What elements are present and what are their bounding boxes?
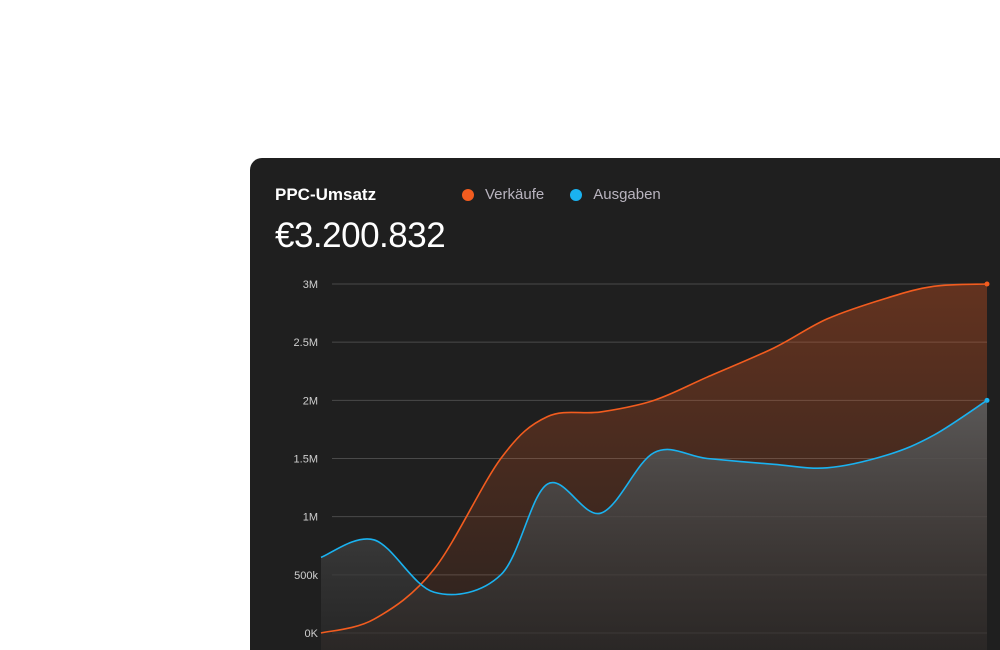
legend-dot-sales (462, 188, 474, 201)
y-tick-label: 500k (294, 570, 318, 582)
card-title: PPC-Umsatz (275, 185, 377, 204)
series-line-spend[interactable] (320, 399, 988, 596)
series-line-sales[interactable] (320, 283, 988, 634)
chart-legend: Verkäufe Ausgaben (462, 186, 661, 203)
y-tick-label: 1.5M (294, 454, 318, 466)
ppc-revenue-card: PPC-Umsatz Verkäufe Ausgaben €3.200.832 … (250, 158, 1000, 650)
y-tick-label: 2.5M (294, 337, 318, 349)
area-layer (321, 284, 987, 650)
revenue-area-chart: 0K 500k 1M 1.5M 2M 2.5M 3M (294, 279, 990, 650)
y-axis-ticks: 0K 500k 1M 1.5M 2M 2.5M 3M (294, 279, 319, 640)
legend-item-sales[interactable]: Verkäufe (462, 186, 544, 203)
y-tick-label: 2M (303, 395, 318, 407)
y-tick-label: 3M (303, 279, 318, 291)
series-area-spend (321, 400, 987, 650)
line-layer (320, 281, 990, 634)
y-tick-label: 1M (303, 512, 318, 524)
legend-label-spend: Ausgaben (593, 186, 661, 203)
total-revenue-value: €3.200.832 (275, 216, 446, 255)
series-endpoint-sales[interactable] (984, 281, 990, 287)
series-endpoint-spend[interactable] (984, 397, 990, 403)
y-tick-label: 0K (305, 628, 319, 640)
legend-label-sales: Verkäufe (485, 186, 545, 203)
legend-dot-spend (570, 188, 583, 201)
legend-item-spend[interactable]: Ausgaben (570, 186, 661, 203)
